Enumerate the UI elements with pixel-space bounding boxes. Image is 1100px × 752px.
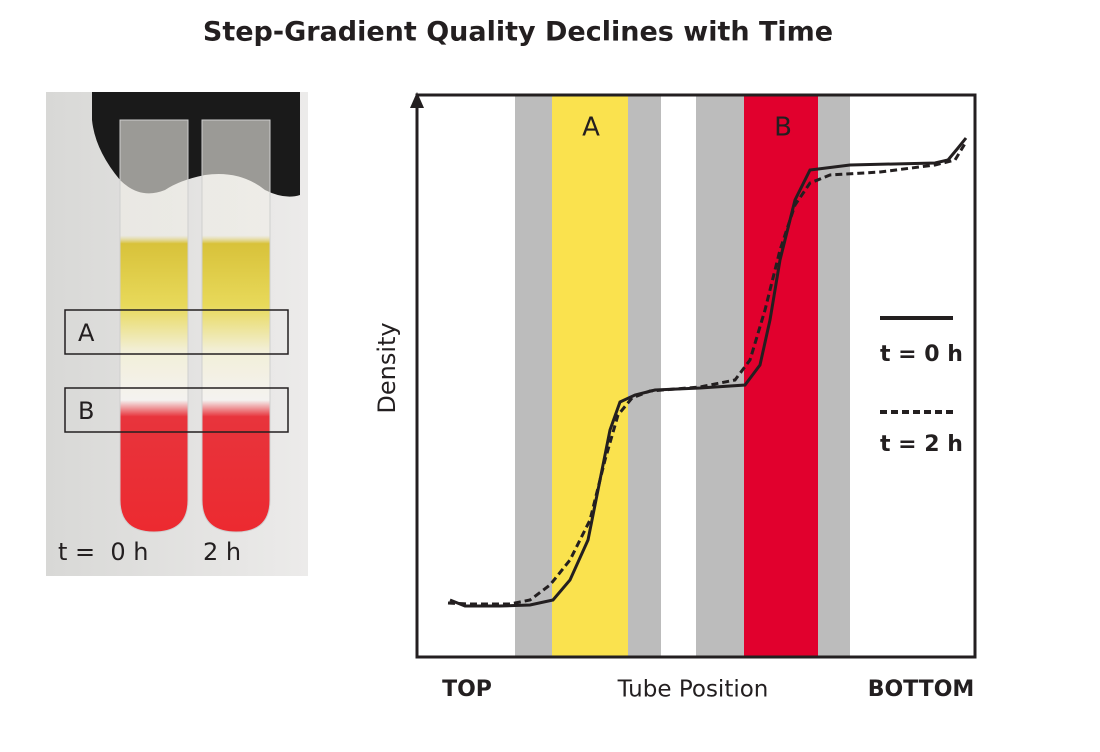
band bbox=[818, 95, 850, 657]
band-label: B bbox=[774, 113, 792, 143]
title: Step-Gradient Quality Declines with Time bbox=[203, 17, 833, 48]
photo: A B t = 0 h 2 h bbox=[46, 92, 308, 576]
curve-2h bbox=[447, 141, 968, 606]
box bbox=[64, 309, 289, 355]
band bbox=[515, 95, 552, 657]
band bbox=[552, 95, 628, 657]
plot-frame bbox=[415, 93, 977, 659]
band bbox=[628, 95, 661, 657]
x-start-label: TOP bbox=[442, 677, 492, 702]
tube bbox=[201, 119, 271, 533]
legend-label: t = 2 h bbox=[880, 432, 963, 457]
time-label: 2 h bbox=[203, 538, 241, 566]
band bbox=[744, 95, 818, 657]
band-label: A bbox=[582, 113, 600, 143]
curve-0h bbox=[449, 137, 968, 608]
box-label: B bbox=[78, 397, 94, 425]
x-end-label: BOTTOM bbox=[868, 677, 975, 702]
band bbox=[696, 95, 744, 657]
box-label: A bbox=[78, 319, 95, 347]
y-axis-label: Density bbox=[373, 322, 401, 413]
legend-label: t = 0 h bbox=[880, 342, 963, 367]
tube bbox=[119, 119, 189, 533]
axis-arrow bbox=[410, 92, 424, 108]
plot: A B t = 0 h t = 2 h Density TOP Tube Pos… bbox=[373, 92, 977, 703]
time-label: t = 0 h bbox=[58, 538, 149, 566]
box bbox=[64, 387, 289, 433]
x-axis-label: Tube Position bbox=[617, 677, 769, 703]
